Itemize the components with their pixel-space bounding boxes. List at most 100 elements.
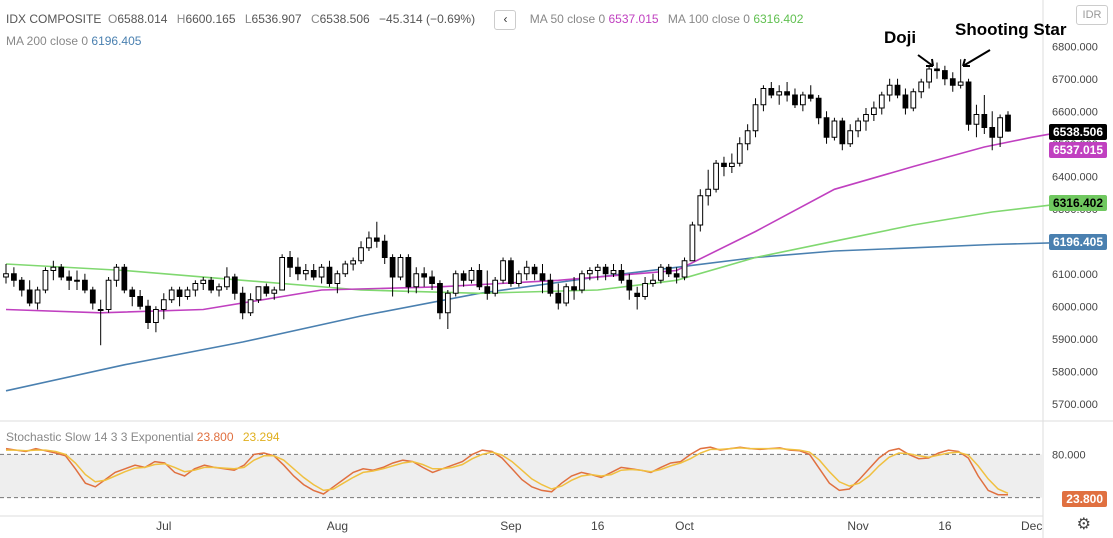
stoch-d-value: 23.294 — [242, 430, 280, 444]
candle-body — [768, 88, 775, 96]
candle-body — [437, 283, 443, 314]
ma100-label: MA 100 close 0 — [667, 12, 750, 27]
open-value: 6588.014 — [117, 12, 168, 27]
candle-body — [918, 81, 925, 93]
candle-body — [752, 104, 759, 132]
candle-body — [823, 117, 830, 138]
chevron-left-icon[interactable]: ‹ — [494, 10, 517, 30]
candle-body — [3, 273, 9, 278]
candle-body — [18, 279, 25, 291]
candle-body — [760, 88, 767, 106]
x-tick-label: Aug — [327, 519, 348, 533]
candle-body — [618, 270, 625, 281]
candle-body — [934, 68, 940, 72]
candle-body — [949, 78, 956, 86]
ma200-legend: MA 200 close 0 6196.405 — [6, 34, 147, 48]
ma200-value: 6196.405 — [91, 34, 142, 48]
candle-body — [145, 305, 151, 323]
candle-body — [650, 279, 656, 284]
candle-body — [89, 289, 96, 304]
candle-body — [11, 273, 17, 281]
candle-body — [878, 94, 885, 109]
candle-body — [871, 107, 877, 115]
candle-body — [468, 270, 475, 281]
ohlc-legend: IDX COMPOSITE O6588.014 H6600.165 L6536.… — [6, 10, 809, 30]
candle-body — [910, 91, 917, 109]
y-tick-label: 6100.000 — [1052, 269, 1098, 281]
candle-body — [902, 94, 909, 109]
candle-body — [184, 289, 191, 297]
candle-body — [74, 279, 80, 282]
candle-body — [508, 260, 514, 284]
candle-body — [421, 273, 428, 278]
close-label: C — [310, 12, 320, 27]
candle-body — [531, 266, 538, 275]
candle-body — [831, 120, 838, 138]
candle-body — [216, 286, 222, 291]
annotation-shooting-star: Shooting Star — [955, 20, 1067, 39]
candle-body — [657, 266, 664, 281]
candle-body — [405, 257, 412, 288]
close-value: 6538.506 — [319, 12, 370, 27]
candle-body — [192, 283, 199, 291]
candle-body — [287, 257, 293, 268]
doji-arrowhead — [926, 58, 934, 67]
candle-body — [113, 266, 120, 281]
candle-body — [981, 114, 988, 128]
y-tick-label: 5800.000 — [1052, 366, 1098, 378]
candle-body — [673, 273, 680, 278]
low-value: 6536.907 — [251, 12, 302, 27]
candle-body — [642, 283, 648, 297]
candle-body — [26, 289, 33, 304]
y-tick-label: 5900.000 — [1052, 334, 1098, 346]
candle-body — [129, 289, 136, 297]
candle-body — [366, 237, 372, 249]
ma50-price-tag: 6537.015 — [1048, 142, 1107, 158]
candle-body — [776, 91, 783, 96]
candle-body — [744, 130, 751, 145]
candle-body — [563, 286, 570, 304]
y-tick-label: 6800.000 — [1052, 41, 1098, 53]
candle-body — [973, 114, 980, 125]
ma100-value: 6316.402 — [753, 12, 804, 27]
candle-body — [373, 237, 380, 242]
change-value: −45.314 (−0.69%) — [379, 12, 476, 27]
candle-body — [34, 289, 41, 304]
candle-body — [153, 309, 159, 323]
candle-body — [318, 266, 325, 278]
candle-body — [886, 84, 893, 96]
candle-body — [957, 81, 964, 86]
candle-body — [58, 266, 65, 278]
stoch-k-value: 23.800 — [196, 430, 234, 444]
candle-body — [792, 94, 798, 106]
currency-dropdown[interactable]: IDR — [1076, 5, 1108, 25]
candle-body — [295, 266, 301, 275]
candle-body — [137, 296, 143, 307]
candle-body — [42, 270, 49, 291]
stoch-y-tick-label: 80.000 — [1052, 449, 1086, 461]
candle-body — [736, 143, 743, 164]
candle-body — [579, 273, 585, 291]
candle-body — [460, 273, 467, 281]
candle-body — [342, 263, 349, 275]
candle-body — [839, 120, 846, 145]
candle-body — [334, 273, 341, 284]
candle-body — [523, 266, 530, 275]
stoch-k-line — [5, 446, 1008, 496]
candle-body — [492, 279, 499, 294]
candle-body — [847, 130, 854, 145]
candle-body — [594, 266, 601, 271]
x-tick-label: Jul — [156, 519, 171, 533]
high-label: H — [176, 12, 186, 27]
doji-arrow — [917, 54, 934, 67]
candle-body — [784, 91, 790, 96]
candle-body — [476, 270, 483, 288]
candle-body — [381, 240, 388, 258]
candle-body — [350, 260, 357, 265]
gear-icon[interactable]: ⚙ — [1076, 516, 1091, 533]
candle-body — [965, 81, 972, 125]
y-tick-label: 6700.000 — [1052, 74, 1098, 86]
candle-body — [224, 276, 230, 288]
candle-body — [894, 84, 901, 96]
